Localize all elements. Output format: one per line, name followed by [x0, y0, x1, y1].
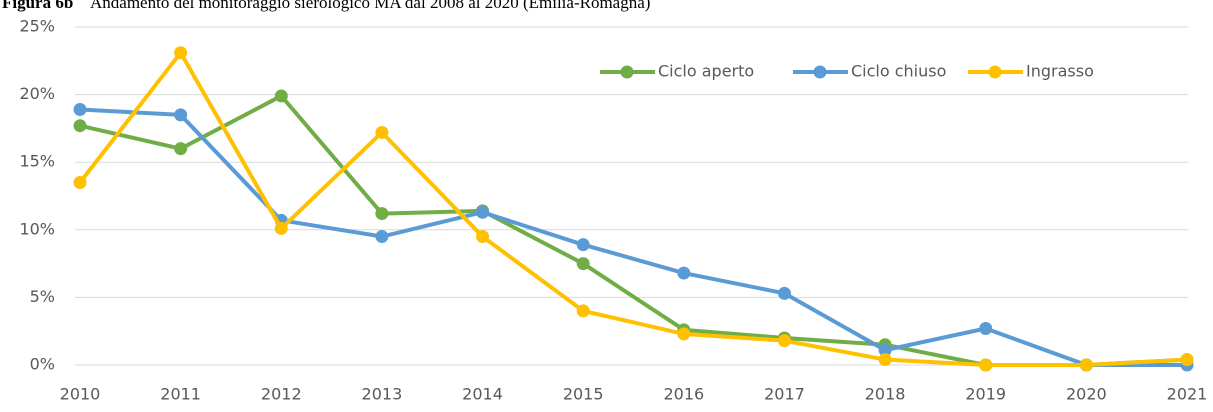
y-tick-label: 20%: [19, 84, 55, 103]
series-line: [79, 107, 1187, 367]
data-point: [375, 125, 389, 139]
data-point: [174, 142, 188, 156]
data-point: [1079, 358, 1093, 372]
data-point: [174, 108, 188, 122]
x-tick-label: 2020: [1066, 385, 1107, 404]
data-point: [878, 343, 892, 357]
legend-marker: [620, 65, 634, 79]
y-tick-label: 15%: [19, 152, 55, 171]
y-tick-label: 25%: [19, 17, 55, 36]
data-point: [878, 353, 892, 367]
legend-marker: [988, 65, 1002, 79]
data-point: [274, 221, 288, 235]
data-point: [476, 205, 490, 219]
x-tick-label: 2015: [563, 385, 604, 404]
data-point: [677, 327, 691, 341]
data-point: [1180, 353, 1194, 367]
data-point: [576, 257, 590, 271]
x-tick-label: 2013: [362, 385, 403, 404]
legend-label: Ingrasso: [1026, 62, 1094, 81]
x-tick-label: 2014: [462, 385, 503, 404]
x-tick-label: 2018: [865, 385, 906, 404]
x-tick-label: 2011: [160, 385, 201, 404]
data-point: [677, 266, 691, 280]
data-point: [274, 89, 288, 103]
data-point: [576, 304, 590, 318]
data-point: [73, 119, 87, 133]
chart-title: Andamento del monitoraggio sierologico M…: [90, 0, 650, 12]
data-point: [979, 358, 993, 372]
y-tick-label: 10%: [19, 219, 55, 238]
data-point: [777, 286, 791, 300]
x-tick-label: 2016: [663, 385, 704, 404]
x-tick-label: 2019: [965, 385, 1006, 404]
data-point: [979, 321, 993, 335]
x-tick-label: 2012: [261, 385, 302, 404]
y-tick-label: 0%: [30, 355, 55, 374]
data-point: [174, 46, 188, 60]
data-point: [576, 238, 590, 252]
legend-label: Ciclo chiuso: [851, 62, 946, 81]
data-point: [777, 334, 791, 348]
series-line: [78, 50, 1188, 367]
data-point: [73, 102, 87, 116]
x-tick-label: 2017: [764, 385, 805, 404]
x-tick-label: 2010: [60, 385, 101, 404]
legend-marker: [813, 65, 827, 79]
legend-label: Ciclo aperto: [658, 62, 754, 81]
data-point: [375, 207, 389, 221]
data-point: [476, 230, 490, 244]
title-label: Figura 6b: [2, 0, 73, 12]
y-tick-label: 5%: [30, 287, 55, 306]
data-point: [73, 175, 87, 189]
x-tick-label: 2021: [1167, 385, 1208, 404]
series-line: [79, 93, 1188, 367]
data-point: [375, 230, 389, 244]
